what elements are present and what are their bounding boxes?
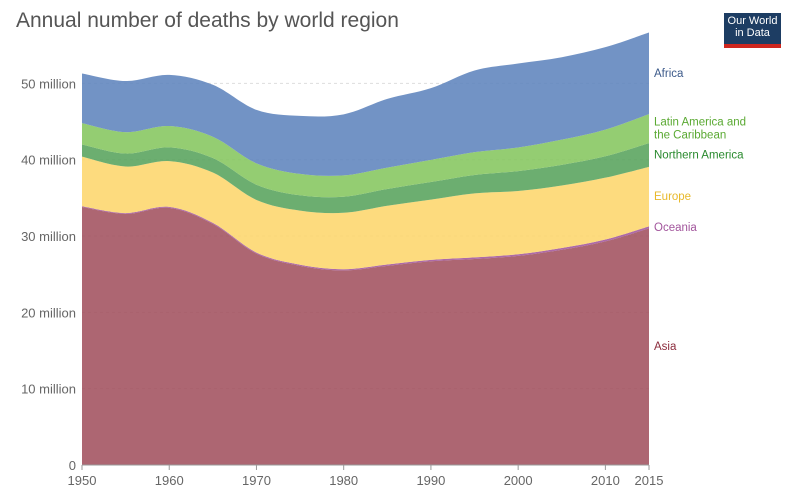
y-tick-label: 40 million <box>21 153 76 168</box>
owid-logo[interactable]: Our World in Data <box>724 13 781 48</box>
y-axis-ticks: 0 10 million 20 million 30 million 40 millio… <box>21 76 76 473</box>
y-tick-label: 50 million <box>21 76 76 91</box>
label-oceania: Oceania <box>654 222 697 234</box>
series-labels: Africa Latin America and the Caribbean Nort… <box>654 68 746 353</box>
x-tick-label: 2015 <box>635 473 664 488</box>
x-tick-label: 1950 <box>68 473 97 488</box>
label-asia: Asia <box>654 341 677 353</box>
x-tick-label: 1980 <box>329 473 358 488</box>
area-series <box>82 32 649 466</box>
logo-line-2: in Data <box>735 27 770 39</box>
y-tick-label: 30 million <box>21 229 76 244</box>
y-tick-label: 0 <box>69 458 76 473</box>
x-tick-label: 1970 <box>242 473 271 488</box>
label-latin-america-and-the-caribbean: Latin America and the Caribbean <box>654 117 746 142</box>
x-tick-label: 1960 <box>155 473 184 488</box>
area-africa[interactable] <box>82 32 649 176</box>
area-northern-america[interactable] <box>82 143 649 214</box>
y-tick-label: 20 million <box>21 305 76 320</box>
x-tick-label: 2000 <box>504 473 533 488</box>
x-tick-label: 2010 <box>591 473 620 488</box>
y-tick-label: 10 million <box>21 382 76 397</box>
x-tick-label: 1990 <box>416 473 445 488</box>
x-axis: 1950 1960 1970 1980 1990 2000 2010 2015 <box>68 464 664 488</box>
area-asia[interactable] <box>82 207 649 466</box>
label-northern-america: Northern America <box>654 150 744 162</box>
area-europe[interactable] <box>82 156 649 270</box>
label-europe: Europe <box>654 191 691 203</box>
area-latin-america-and-the-caribbean[interactable] <box>82 114 649 198</box>
chart-title: Annual number of deaths by world region <box>16 9 399 32</box>
label-africa: Africa <box>654 68 684 80</box>
logo-line-1: Our World <box>727 15 778 27</box>
